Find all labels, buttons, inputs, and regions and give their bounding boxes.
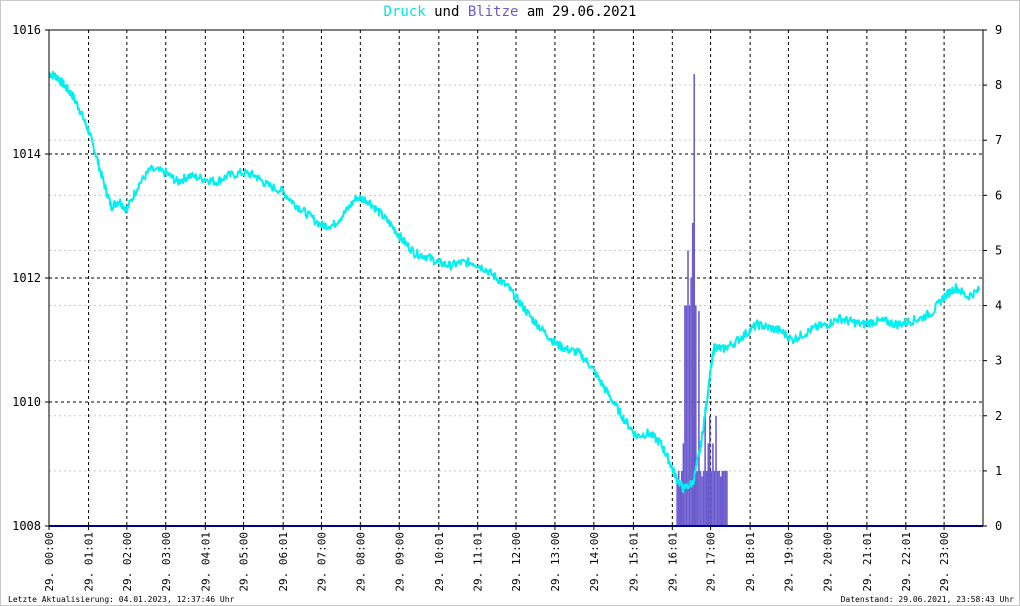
lightning-bar xyxy=(701,476,703,526)
x-tick-label: 29. 23:00 xyxy=(938,532,951,592)
title-am: am xyxy=(526,4,544,20)
x-tick-label: 29. 17:00 xyxy=(705,532,718,592)
lightning-bar xyxy=(702,470,705,526)
lightning-bar xyxy=(696,470,699,526)
data-status-text: Datenstand: 29.06.2021, 23:58:43 Uhr xyxy=(840,595,1014,604)
lightning-bar xyxy=(691,222,694,526)
lightning-bar xyxy=(726,470,728,526)
x-tick-label: 29. 14:00 xyxy=(588,532,601,592)
x-tick-label: 29. 03:00 xyxy=(160,532,173,592)
pressure-line-group xyxy=(48,70,981,494)
right-tick-label: 9 xyxy=(995,23,1002,37)
lightning-bar xyxy=(705,470,708,526)
title-blitze: Blitze xyxy=(467,4,519,20)
lightning-bar xyxy=(677,470,680,526)
lightning-bar xyxy=(704,415,706,526)
grid xyxy=(49,30,983,526)
x-tick-label: 29. 10:01 xyxy=(433,532,446,592)
left-tick-label: 1008 xyxy=(12,519,41,533)
x-tick-label: 29. 02:00 xyxy=(121,532,134,592)
chart-title: Druck und Blitze am 29.06.2021 xyxy=(0,4,1020,20)
title-und: und xyxy=(434,4,460,20)
left-tick-label: 1012 xyxy=(12,271,41,285)
last-update-text: Letzte Aktualisierung: 04.01.2023, 12:37… xyxy=(8,595,235,604)
right-tick-label: 0 xyxy=(995,519,1002,533)
lightning-bar xyxy=(710,470,713,526)
lightning-bar xyxy=(719,476,722,526)
lightning-bar xyxy=(695,305,697,526)
right-tick-label: 2 xyxy=(995,409,1002,423)
right-tick-label: 6 xyxy=(995,188,1002,202)
x-tick-label: 29. 00:00 xyxy=(43,532,56,592)
x-tick-label: 29. 01:01 xyxy=(83,532,96,592)
x-tick-label: 29. 12:00 xyxy=(510,532,523,592)
lightning-bar xyxy=(723,470,725,526)
lightning-bar xyxy=(679,481,682,526)
x-tick-label: 29. 06:01 xyxy=(277,532,290,592)
lightning-bar xyxy=(718,470,720,526)
left-tick-label: 1014 xyxy=(12,147,41,161)
left-tick-label: 1016 xyxy=(12,23,41,37)
title-druck: Druck xyxy=(383,4,426,20)
lightning-bar xyxy=(699,470,702,526)
lightning-bar xyxy=(716,470,719,526)
lightning-bar xyxy=(687,250,689,526)
left-tick-label: 1010 xyxy=(12,395,41,409)
right-tick-label: 7 xyxy=(995,133,1002,147)
pressure-line xyxy=(48,70,981,494)
x-tick-label: 29. 07:00 xyxy=(315,532,328,592)
x-tick-label: 29. 13:00 xyxy=(549,532,562,592)
title-date: 29.06.2021 xyxy=(552,4,637,20)
right-tick-label: 5 xyxy=(995,243,1002,257)
lightning-bar xyxy=(693,74,696,526)
x-tick-label: 29. 09:00 xyxy=(393,532,406,592)
right-tick-label: 1 xyxy=(995,464,1002,478)
lightning-bar xyxy=(688,305,691,526)
x-tick-label: 29. 08:00 xyxy=(354,532,367,592)
x-tick-label: 29. 05:00 xyxy=(238,532,251,592)
x-tick-label: 29. 21:01 xyxy=(861,532,874,592)
lightning-bar xyxy=(681,470,683,526)
lightning-bar xyxy=(684,305,686,526)
lightning-bar xyxy=(676,481,678,526)
right-tick-label: 3 xyxy=(995,354,1002,368)
lightning-bar xyxy=(707,443,710,526)
right-tick-label: 4 xyxy=(995,299,1002,313)
x-tick-label: 29. 19:00 xyxy=(782,532,795,592)
right-tick-label: 8 xyxy=(995,78,1002,92)
lightning-bars xyxy=(676,74,728,526)
lightning-bar xyxy=(685,305,688,526)
x-tick-label: 29. 11:01 xyxy=(472,532,485,592)
x-tick-label: 29. 16:01 xyxy=(666,532,679,592)
x-tick-label: 29. 22:01 xyxy=(900,532,913,592)
lightning-bar xyxy=(698,311,700,526)
x-tick-label: 29. 18:01 xyxy=(744,532,757,592)
lightning-bar xyxy=(721,470,724,526)
x-tick-label: 29. 04:01 xyxy=(199,532,212,592)
lightning-bar xyxy=(709,415,711,526)
axes xyxy=(45,29,987,530)
lightning-bar xyxy=(713,470,716,526)
x-tick-label: 29. 20:00 xyxy=(821,532,834,592)
lightning-bar xyxy=(712,443,714,526)
x-tick-label: 29. 15:01 xyxy=(627,532,640,592)
tick-labels: 1008 1010 1012 1014 1016 0 1 2 3 4 5 6 7 8 9 29. 00:00 2… xyxy=(12,23,1002,592)
lightning-bar xyxy=(715,415,717,526)
lightning-bar xyxy=(724,470,727,526)
lightning-bar xyxy=(690,278,692,526)
